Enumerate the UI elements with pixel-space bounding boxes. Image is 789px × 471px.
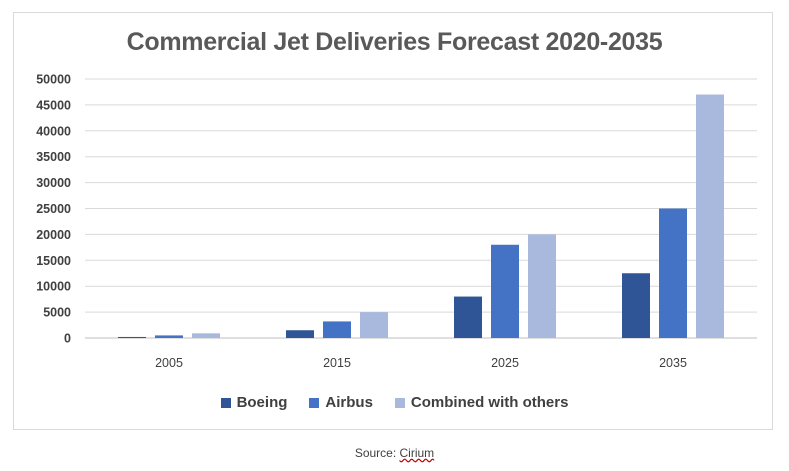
x-tick-label: 2005: [155, 356, 183, 370]
y-tick-label: 5000: [43, 306, 71, 320]
legend-item-boeing: Boeing: [220, 394, 288, 411]
bar-airbus-2035: [659, 208, 687, 338]
x-tick-label: 2015: [323, 356, 351, 370]
legend-swatch-combined: [394, 397, 405, 408]
legend-item-airbus: Airbus: [309, 394, 373, 411]
legend-item-combined: Combined with others: [394, 394, 569, 411]
source-name[interactable]: Cirium: [399, 446, 435, 460]
y-tick-label: 40000: [36, 124, 71, 138]
y-tick-label: 35000: [36, 150, 71, 164]
y-tick-label: 30000: [36, 176, 71, 190]
y-tick-label: 10000: [36, 280, 71, 294]
bar-boeing-2025: [454, 296, 482, 338]
bar-boeing-2035: [622, 273, 650, 338]
bar-combined-with-others-2035: [696, 94, 724, 338]
bar-boeing-2015: [286, 330, 314, 338]
chart-area: [13, 12, 773, 430]
y-tick-label: 45000: [36, 98, 71, 112]
x-tick-label: 2025: [491, 356, 519, 370]
source-note: Source: Cirium: [0, 446, 789, 460]
legend-label-combined: Combined with others: [410, 394, 569, 411]
legend: Boeing Airbus Combined with others: [0, 394, 789, 411]
legend-label-airbus: Airbus: [325, 394, 373, 411]
bar-airbus-2025: [491, 244, 519, 338]
bar-airbus-2005: [155, 335, 183, 338]
y-tick-label: 0: [64, 332, 71, 346]
bar-combined-with-others-2005: [192, 333, 220, 338]
legend-swatch-airbus: [309, 397, 320, 408]
legend-label-boeing: Boeing: [236, 394, 288, 411]
bar-airbus-2015: [323, 321, 351, 338]
y-tick-label: 15000: [36, 254, 71, 268]
y-tick-label: 50000: [36, 73, 71, 87]
y-tick-label: 25000: [36, 202, 71, 216]
chart-title: Commercial Jet Deliveries Forecast 2020-…: [126, 28, 663, 56]
source-prefix: Source:: [354, 446, 400, 460]
bar-combined-with-others-2015: [360, 312, 388, 338]
bar-boeing-2005: [118, 336, 146, 338]
legend-swatch-boeing: [220, 397, 231, 408]
x-tick-label: 2035: [659, 356, 687, 370]
y-tick-label: 20000: [36, 228, 71, 242]
bar-combined-with-others-2025: [528, 234, 556, 338]
